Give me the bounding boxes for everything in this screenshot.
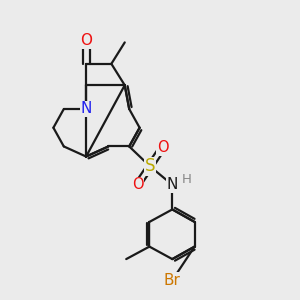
Text: S: S (145, 157, 155, 175)
Text: O: O (132, 177, 143, 192)
Text: N: N (167, 177, 178, 192)
Text: H: H (182, 173, 191, 186)
Text: O: O (157, 140, 168, 155)
Text: Br: Br (164, 273, 181, 288)
Text: N: N (80, 101, 92, 116)
Text: O: O (80, 33, 92, 48)
